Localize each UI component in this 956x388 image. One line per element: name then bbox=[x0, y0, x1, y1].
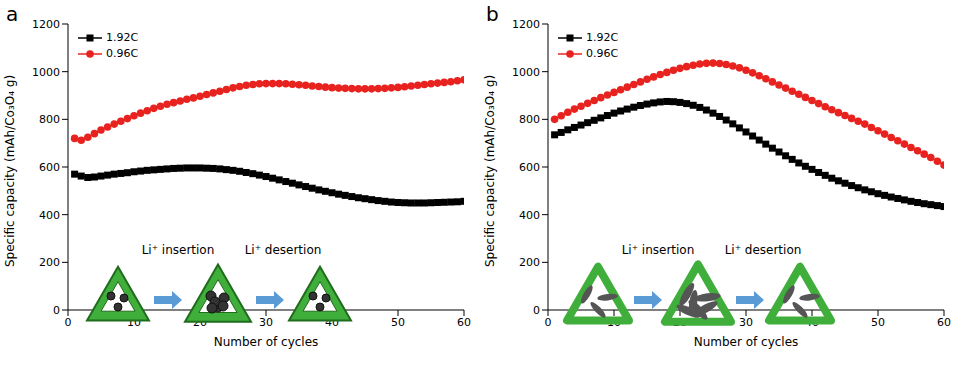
svg-text:30: 30 bbox=[739, 316, 753, 329]
svg-text:20: 20 bbox=[673, 316, 687, 329]
svg-text:Number of cycles: Number of cycles bbox=[694, 335, 799, 349]
svg-text:Li⁺ insertion: Li⁺ insertion bbox=[622, 243, 695, 257]
svg-text:50: 50 bbox=[391, 316, 405, 329]
svg-text:600: 600 bbox=[39, 161, 60, 174]
html-text:a: a bbox=[6, 2, 19, 26]
svg-text:400: 400 bbox=[39, 209, 60, 222]
svg-text:0: 0 bbox=[65, 316, 72, 329]
svg-text:Li⁺ desertion: Li⁺ desertion bbox=[245, 243, 322, 257]
svg-text:1000: 1000 bbox=[32, 66, 60, 79]
html-text:0.96C: 0.96C bbox=[106, 47, 139, 60]
svg-text:200: 200 bbox=[519, 256, 540, 269]
svg-text:1000: 1000 bbox=[512, 66, 540, 79]
svg-text:800: 800 bbox=[519, 113, 540, 126]
svg-text:1200: 1200 bbox=[32, 18, 60, 31]
svg-text:Li⁺ insertion: Li⁺ insertion bbox=[142, 243, 215, 257]
html-text:1.92C: 1.92C bbox=[106, 31, 139, 44]
svg-text:800: 800 bbox=[39, 113, 60, 126]
svg-text:0: 0 bbox=[53, 304, 60, 317]
svg-text:Li⁺ desertion: Li⁺ desertion bbox=[725, 243, 802, 257]
svg-text:1200: 1200 bbox=[512, 18, 540, 31]
svg-text:50: 50 bbox=[871, 316, 885, 329]
svg-text:Specific capacity (mAh/Co₃O₄ g: Specific capacity (mAh/Co₃O₄ g) bbox=[3, 75, 17, 267]
svg-text:0: 0 bbox=[545, 316, 552, 329]
svg-text:600: 600 bbox=[519, 161, 540, 174]
svg-text:200: 200 bbox=[39, 256, 60, 269]
svg-text:60: 60 bbox=[937, 316, 951, 329]
svg-text:20: 20 bbox=[193, 316, 207, 329]
svg-text:0: 0 bbox=[533, 304, 540, 317]
svg-text:10: 10 bbox=[127, 316, 141, 329]
svg-text:40: 40 bbox=[325, 316, 339, 329]
svg-text:10: 10 bbox=[607, 316, 621, 329]
svg-text:Number of cycles: Number of cycles bbox=[214, 335, 319, 349]
svg-text:40: 40 bbox=[805, 316, 819, 329]
svg-text:Specific capacity (mAh/Co₃O₄ g: Specific capacity (mAh/Co₃O₄ g) bbox=[483, 75, 497, 267]
svg-text:60: 60 bbox=[457, 316, 471, 329]
svg-text:30: 30 bbox=[259, 316, 273, 329]
html-text:b: b bbox=[486, 2, 499, 26]
svg-text:400: 400 bbox=[519, 209, 540, 222]
html-text:0.96C: 0.96C bbox=[586, 47, 619, 60]
html-text:1.92C: 1.92C bbox=[586, 31, 619, 44]
